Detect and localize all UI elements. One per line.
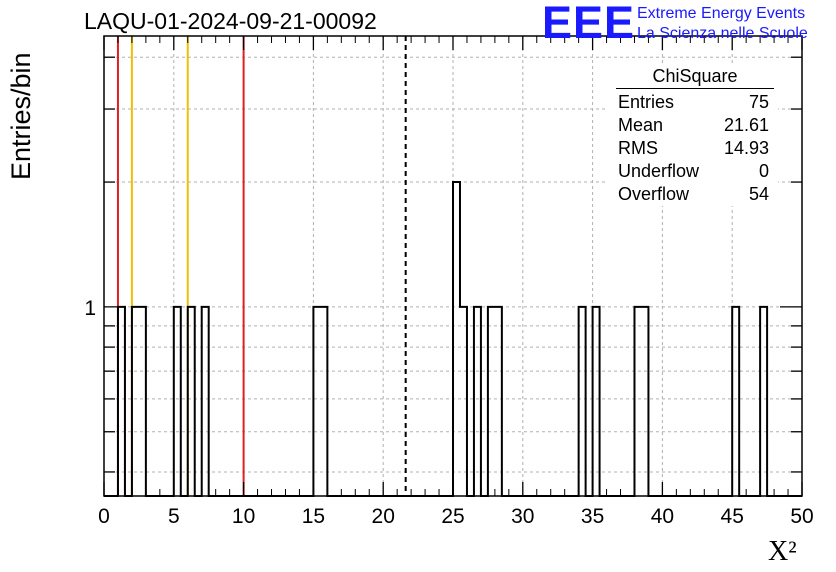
histogram-bar: [139, 307, 146, 496]
y-axis-label: Entries/bin: [6, 52, 36, 180]
histogram-bar: [579, 307, 586, 496]
histogram-bar: [118, 307, 125, 496]
stats-row-entries: Entries 75: [608, 91, 778, 114]
histogram-bar: [641, 307, 648, 496]
stats-row-rms: RMS 14.93: [608, 137, 778, 160]
histogram-bar: [495, 307, 502, 496]
stats-value: 75: [748, 92, 769, 112]
stats-value: 54: [748, 184, 769, 204]
eee-logo: EEE: [542, 0, 636, 48]
histogram-bar: [474, 307, 481, 496]
histogram-bar: [760, 307, 767, 496]
histogram-outline: [104, 181, 802, 497]
histogram-bar: [593, 307, 600, 496]
histogram-bar: [313, 307, 320, 496]
x-tick-label: 50: [790, 505, 813, 528]
histogram-bar: [460, 307, 467, 496]
chart-title: LAQU-01-2024-09-21-00092: [84, 8, 377, 34]
histogram-bar: [132, 307, 139, 496]
histogram-bar: [488, 307, 495, 496]
x-tick-label: 5: [168, 505, 180, 528]
stats-label: Underflow: [618, 161, 700, 181]
x-tick-label: 40: [651, 505, 674, 528]
histogram-bar: [202, 307, 209, 496]
stats-title: ChiSquare: [616, 66, 774, 89]
x-tick-label: 30: [511, 505, 534, 528]
x-tick-label: 25: [441, 505, 464, 528]
y-tick-label: 1: [84, 297, 96, 320]
stats-row-mean: Mean 21.61: [608, 114, 778, 137]
logo-line-2: La Scienza nelle Scuole: [637, 25, 808, 42]
x-tick-label: 20: [372, 505, 395, 528]
stats-label: Entries: [618, 92, 675, 112]
stats-row-overflow: Overflow 54: [608, 183, 778, 206]
histogram-bar: [320, 307, 327, 496]
marker-lines: [116, 36, 407, 496]
stats-box: ChiSquare Entries 75 Mean 21.61 RMS 14.9…: [608, 66, 778, 206]
stats-label: RMS: [618, 138, 658, 158]
tick-labels: 0 5 10 15 20 25 30 35 40 45 50 1: [84, 297, 813, 528]
x-tick-label: 0: [98, 505, 110, 528]
histogram-bar: [634, 307, 641, 496]
stats-label: Overflow: [618, 184, 690, 204]
stats-label: Mean: [618, 115, 664, 135]
histogram-bar: [174, 307, 181, 496]
stats-value: 21.61: [723, 115, 769, 135]
stats-value: 14.93: [723, 138, 769, 158]
histogram-bar: [188, 307, 195, 496]
stats-row-underflow: Underflow 0: [608, 160, 778, 183]
axis-ticks: [103, 36, 803, 496]
x-tick-label: 10: [232, 505, 255, 528]
logo-line-1: Extreme Energy Events: [637, 5, 806, 22]
x-tick-label: 15: [302, 505, 325, 528]
histogram-bar: [453, 182, 460, 496]
x-axis-label: X²: [768, 536, 797, 567]
x-tick-label: 45: [721, 505, 744, 528]
histogram-bar: [732, 307, 739, 496]
histogram-bars: [118, 182, 767, 496]
stats-value: 0: [758, 161, 769, 181]
x-tick-label: 35: [581, 505, 604, 528]
